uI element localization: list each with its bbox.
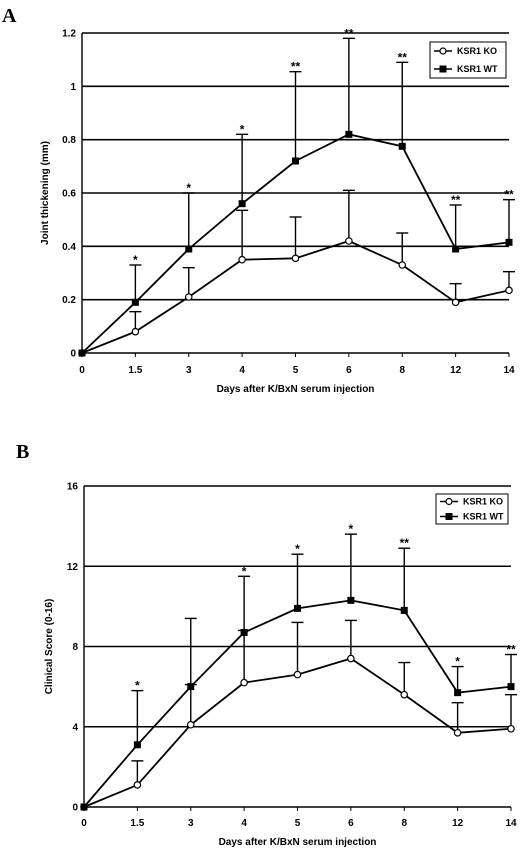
x-tick-label: 0 bbox=[81, 818, 87, 829]
y-axis-title: Clinical Score (0-16) bbox=[44, 599, 55, 695]
x-tick-label: 6 bbox=[346, 365, 352, 376]
data-point-wt bbox=[131, 298, 139, 306]
chart-panel-a: A 0 0.2 0.4 0.6 0.8 1 1.2 0 1.5 3 4 5 6 8 12 14 Days afte… bbox=[2, 5, 515, 395]
x-tick-label: 14 bbox=[503, 365, 515, 376]
data-point-ko bbox=[345, 237, 353, 245]
data-point-ko bbox=[184, 293, 193, 301]
x-tick-label: 0 bbox=[79, 365, 85, 376]
data-point-wt bbox=[240, 628, 248, 636]
data-point-ko bbox=[240, 678, 248, 687]
x-tick-label: 5 bbox=[295, 818, 301, 829]
significance-marker: ** bbox=[400, 536, 410, 550]
data-point-wt bbox=[400, 606, 408, 614]
x-tick-label: 3 bbox=[188, 818, 194, 829]
y-tick-label: 1.2 bbox=[62, 29, 76, 40]
data-point-ko bbox=[347, 654, 355, 663]
legend-marker-ko bbox=[439, 47, 447, 55]
significance-marker: ** bbox=[506, 643, 516, 657]
data-point-wt bbox=[185, 245, 193, 253]
y-tick-label: 0.6 bbox=[62, 189, 76, 200]
data-point-wt bbox=[133, 741, 141, 749]
significance-marker: * bbox=[349, 522, 354, 536]
data-point-ko bbox=[238, 255, 246, 264]
significance-marker: * bbox=[240, 122, 245, 136]
x-tick-label: 3 bbox=[186, 365, 192, 376]
y-tick-label: 0.2 bbox=[62, 295, 76, 306]
legend-label: KSR1 WT bbox=[457, 64, 498, 74]
data-point-ko bbox=[131, 327, 140, 336]
legend: KSR1 KO KSR1 WT bbox=[435, 493, 509, 525]
y-tick-label: 16 bbox=[67, 482, 79, 493]
data-point-wt bbox=[294, 604, 301, 612]
y-tick-label: 0 bbox=[70, 349, 76, 360]
legend-label: KSR1 KO bbox=[457, 46, 497, 56]
data-point-wt bbox=[507, 683, 515, 691]
data-point-ko bbox=[451, 298, 460, 307]
significance-marker: ** bbox=[398, 50, 408, 64]
legend-label: KSR1 WT bbox=[463, 512, 504, 522]
x-tick-label: 5 bbox=[293, 365, 299, 376]
y-tick-label: 4 bbox=[72, 722, 78, 733]
legend: KSR1 KO KSR1 WT bbox=[429, 41, 507, 79]
y-tick-label: 1 bbox=[70, 82, 76, 93]
data-point-wt bbox=[78, 349, 86, 357]
data-point-ko bbox=[293, 670, 302, 679]
data-point-wt bbox=[80, 803, 88, 811]
x-axis-title: Days after K/BxN serum injection bbox=[219, 837, 377, 848]
y-tick-label: 0 bbox=[72, 803, 78, 814]
y-tick-label: 0.8 bbox=[62, 135, 76, 146]
data-point-ko bbox=[400, 690, 409, 699]
x-tick-label: 8 bbox=[399, 365, 405, 376]
legend-marker-wt bbox=[445, 513, 453, 520]
y-tick-label: 12 bbox=[67, 562, 79, 573]
x-tick-label: 12 bbox=[452, 818, 464, 829]
significance-marker: ** bbox=[451, 193, 461, 207]
data-point-ko bbox=[186, 720, 195, 729]
x-tick-label: 6 bbox=[348, 818, 354, 829]
x-tick-label: 4 bbox=[241, 818, 247, 829]
data-point-ko bbox=[291, 254, 300, 263]
data-point-ko bbox=[398, 261, 407, 269]
data-point-ko bbox=[133, 781, 142, 789]
panel-letter: B bbox=[16, 441, 29, 463]
significance-marker: * bbox=[133, 253, 138, 267]
data-point-wt bbox=[398, 142, 406, 150]
significance-marker: ** bbox=[291, 60, 301, 74]
data-point-wt bbox=[505, 238, 513, 246]
x-tick-label: 4 bbox=[239, 365, 245, 376]
legend-marker-ko bbox=[445, 497, 453, 506]
significance-marker: ** bbox=[344, 26, 354, 40]
significance-marker: * bbox=[295, 542, 300, 556]
chart-panel-b: B 0 4 8 12 16 0 1.5 3 4 5 6 8 12 14 Days after K/BxN se… bbox=[16, 441, 517, 848]
x-tick-label: 14 bbox=[505, 818, 517, 829]
significance-marker: ** bbox=[504, 188, 514, 202]
data-point-wt bbox=[187, 683, 195, 691]
data-point-wt bbox=[238, 200, 246, 208]
data-point-wt bbox=[345, 130, 353, 138]
panel-letter: A bbox=[2, 5, 17, 27]
significance-marker: * bbox=[455, 655, 460, 669]
data-point-ko bbox=[505, 286, 513, 295]
x-tick-label: 8 bbox=[401, 818, 407, 829]
data-point-wt bbox=[452, 245, 460, 253]
y-tick-label: 0.4 bbox=[62, 242, 76, 253]
significance-marker: * bbox=[186, 181, 191, 195]
data-point-wt bbox=[347, 596, 355, 604]
y-tick-label: 8 bbox=[72, 642, 78, 653]
data-point-wt bbox=[454, 689, 462, 697]
data-point-wt bbox=[292, 157, 299, 165]
x-tick-label: 12 bbox=[450, 365, 462, 376]
legend-label: KSR1 KO bbox=[463, 497, 503, 507]
legend-marker-wt bbox=[439, 65, 447, 73]
x-tick-label: 1.5 bbox=[130, 818, 144, 829]
data-point-ko bbox=[453, 728, 462, 737]
x-axis-title: Days after K/BxN serum injection bbox=[217, 384, 375, 395]
data-point-ko bbox=[507, 724, 515, 733]
y-axis-title: Joint thickening (mm) bbox=[40, 141, 51, 245]
x-tick-label: 1.5 bbox=[128, 365, 142, 376]
significance-marker: * bbox=[135, 679, 140, 693]
significance-marker: * bbox=[242, 564, 247, 578]
